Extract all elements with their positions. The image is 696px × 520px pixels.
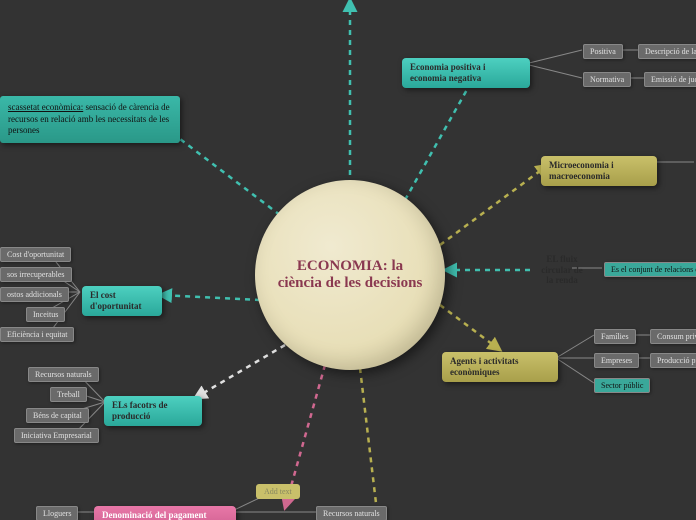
leaf-20[interactable]: Recursos naturals: [316, 506, 387, 520]
leaf-2[interactable]: Descripció de la re: [638, 44, 696, 59]
mindmap-canvas: ECONOMIA: la ciència de les decisions sc…: [0, 0, 696, 520]
node-label: El cost d'oportunitat: [90, 290, 154, 312]
node-label: ELs facotrs de producció: [112, 400, 194, 422]
leaf-15[interactable]: Recursos naturals: [28, 367, 99, 382]
leaf-5[interactable]: Famílies: [594, 329, 636, 344]
leaf-3[interactable]: Emissió de judi: [644, 72, 696, 87]
node-agents[interactable]: Agents i activitats econòmiques: [442, 352, 558, 382]
leaf-17[interactable]: Béns de capital: [26, 408, 89, 423]
leaf-1[interactable]: Normativa: [583, 72, 631, 87]
flux-cloud[interactable]: EL fluix circular de la renda: [530, 238, 594, 302]
leaf-13[interactable]: Inceitus: [26, 307, 65, 322]
node-label: Denominació del pagament (renda): [102, 510, 228, 520]
leaf-14[interactable]: Eficiència i equitat: [0, 327, 74, 342]
leaf-6[interactable]: Empreses: [594, 353, 639, 368]
leaf-19[interactable]: Lloguers: [36, 506, 78, 520]
node-micro[interactable]: Microeconomia i macroeconomia: [541, 156, 657, 186]
leaf-4[interactable]: Es el conjunt de relacions que c: [604, 262, 696, 277]
leaf-8[interactable]: Consum priva: [650, 329, 696, 344]
leaf-7[interactable]: Sector públic: [594, 378, 650, 393]
center-label: ECONOMIA: la ciència de les decisions: [275, 258, 425, 292]
leaf-10[interactable]: Cost d'oportunitat: [0, 247, 71, 262]
leaf-18[interactable]: Iniciativa Empresarial: [14, 428, 99, 443]
node-pagament[interactable]: Denominació del pagament (renda): [94, 506, 236, 520]
add-text-placeholder[interactable]: Add text: [256, 484, 300, 499]
leaf-11[interactable]: sos irrecuperables: [0, 267, 72, 282]
leaf-9[interactable]: Producció pr: [650, 353, 696, 368]
node-factors[interactable]: ELs facotrs de producció: [104, 396, 202, 426]
node-cost[interactable]: El cost d'oportunitat: [82, 286, 162, 316]
scarcity-title: scassetat econòmica:: [8, 102, 83, 112]
node-label: Economia positiva i economia negativa: [410, 62, 522, 84]
leaf-16[interactable]: Treball: [50, 387, 87, 402]
node-pos-neg[interactable]: Economia positiva i economia negativa: [402, 58, 530, 88]
node-label: Agents i activitats econòmiques: [450, 356, 550, 378]
leaf-12[interactable]: ostos addicionals: [0, 287, 69, 302]
flux-label: EL fluix circular de la renda: [540, 254, 584, 286]
center-node[interactable]: ECONOMIA: la ciència de les decisions: [255, 180, 445, 370]
add-text-label: Add text: [264, 487, 292, 496]
node-label: Microeconomia i macroeconomia: [549, 160, 649, 182]
leaf-0[interactable]: Positiva: [583, 44, 623, 59]
scarcity-box[interactable]: scassetat econòmica: sensació de càrenci…: [0, 96, 180, 143]
